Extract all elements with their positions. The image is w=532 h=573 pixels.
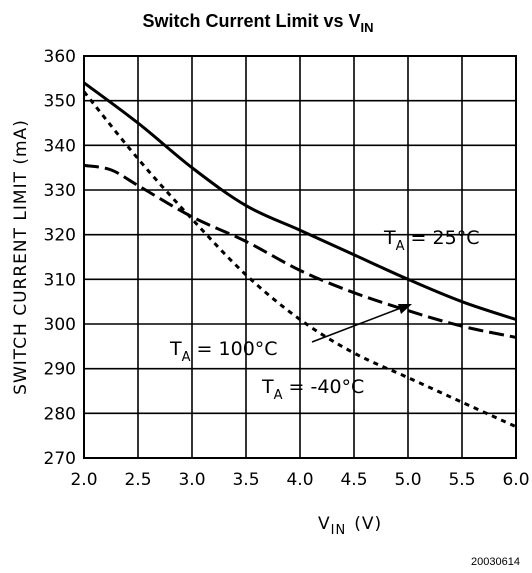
series-line-neg40c [82,90,517,429]
x-tick-label: 4.5 [340,470,367,490]
series-line-25c [83,81,517,321]
y-tick-label: 330 [44,181,76,201]
annotation-neg40c: TA = -40°C [261,376,364,403]
annotation-100c: TA = 100°C [169,338,278,365]
x-tick-labels: 2.0 2.5 3.0 3.5 4.0 4.5 5.0 5.5 6.0 [70,470,529,490]
y-tick-label: 270 [44,449,76,469]
x-tick-label: 2.0 [70,470,97,490]
y-tick-label: 300 [44,315,76,335]
series-line-100c [83,163,517,339]
x-tick-label: 4.0 [286,470,313,490]
y-tick-label: 290 [44,360,76,380]
y-tick-labels: 360 350 340 330 320 310 300 290 280 270 [44,47,76,469]
y-tick-label: 360 [44,47,76,67]
y-axis-label: SWITCH CURRENT LIMIT (mA) [11,119,31,395]
annotation-25c: TA = 25°C [383,227,479,254]
x-tick-label: 5.5 [448,470,475,490]
x-tick-label: 3.5 [232,470,259,490]
series-group [82,81,517,429]
annotation-arrowhead-100c [398,304,412,314]
y-tick-label: 320 [44,226,76,246]
y-tick-label: 340 [44,136,76,156]
x-tick-label: 3.0 [178,470,205,490]
y-tick-label: 310 [44,270,76,290]
grid [84,56,516,458]
chart-title: Switch Current Limit vs VIN [142,11,373,35]
y-tick-label: 350 [44,92,76,112]
y-tick-label: 280 [44,404,76,424]
x-tick-label: 5.0 [394,470,421,490]
x-tick-label: 2.5 [124,470,151,490]
x-axis-label: VIN (V) [318,514,382,538]
annotation-arrow-100c [311,305,407,343]
figure-code: 20030614 [471,556,520,568]
x-tick-label: 6.0 [502,470,529,490]
plot-frame [83,55,517,459]
